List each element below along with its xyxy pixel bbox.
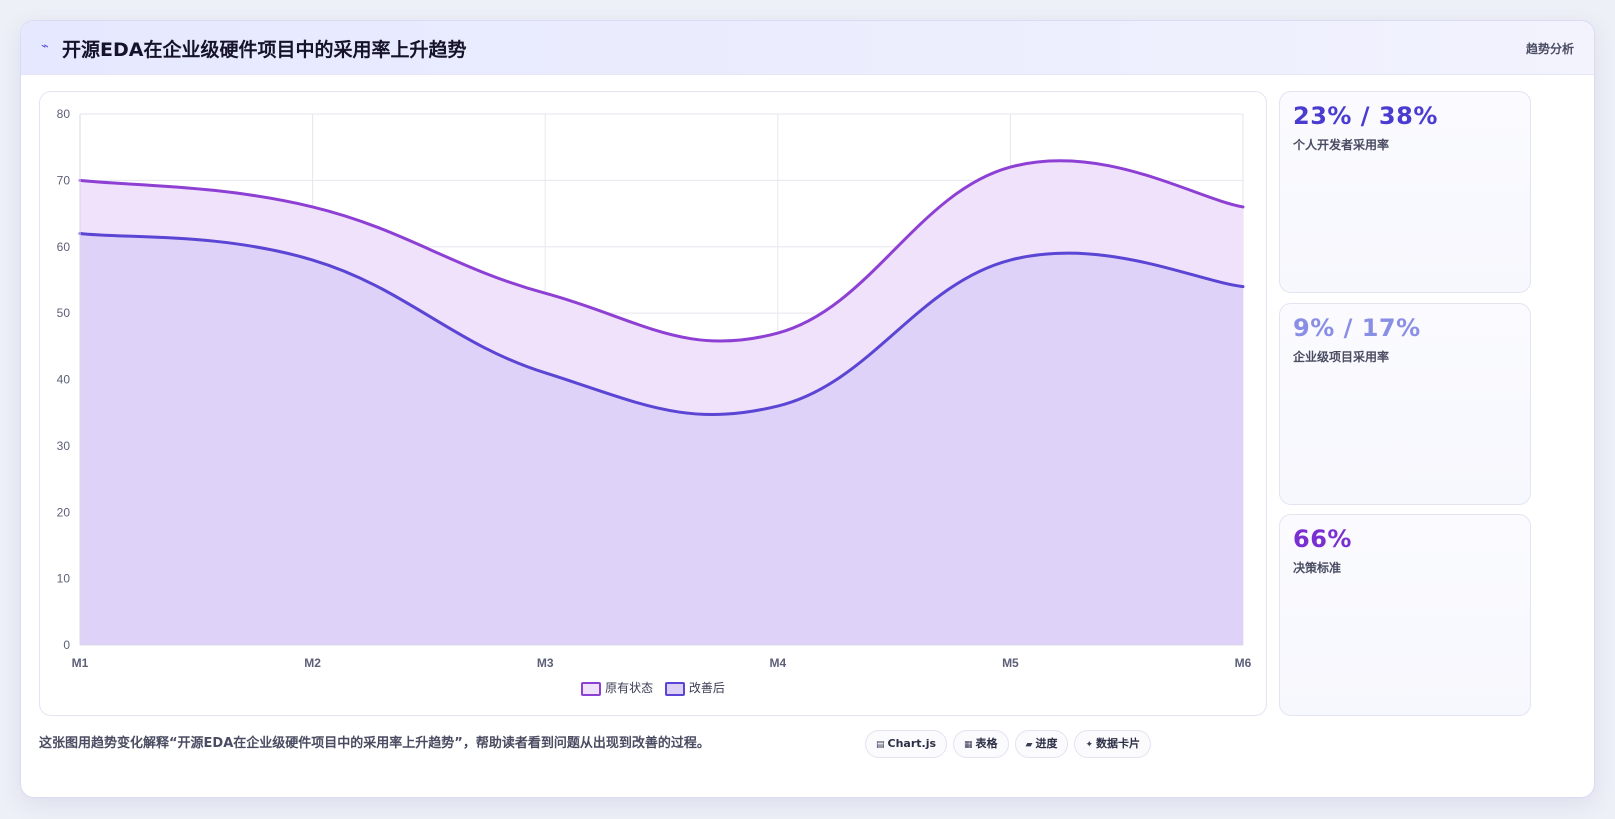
legend-swatch-improved	[664, 681, 685, 696]
x-tick-label: M6	[1235, 656, 1252, 670]
kpi-label-enterprise: 企业级项目采用率	[1293, 350, 1390, 364]
pill-label: 进度	[1035, 737, 1058, 750]
x-tick-label: M2	[304, 656, 321, 670]
tool-pills: ▤ Chart.js ▦ 表格 ▰ 进度 ✦ 数据卡片	[865, 730, 1157, 758]
legend-item-original[interactable]: 原有状态	[581, 679, 653, 696]
y-tick-label: 0	[63, 638, 70, 652]
pill-chartjs[interactable]: ▤ Chart.js	[865, 730, 948, 758]
chart-panel: 0 10 20 30 40 50 60 70 80 M1 M2 M3 M4 M5 M6 原有状态 改善后	[39, 91, 1267, 716]
kpi-value-decision: 66%	[1293, 525, 1352, 553]
pill-label: 表格	[975, 737, 998, 750]
legend-label-improved: 改善后	[688, 681, 725, 695]
chart-legend: 原有状态 改善后	[40, 679, 1266, 696]
spark-icon: ⌁	[41, 39, 49, 54]
area-chart: 0 10 20 30 40 50 60 70 80 M1 M2 M3 M4 M5 M6	[57, 107, 1252, 670]
pill-data-card[interactable]: ✦ 数据卡片	[1074, 730, 1152, 758]
pill-label: Chart.js	[887, 737, 937, 750]
x-tick-label: M1	[72, 656, 89, 670]
legend-item-improved[interactable]: 改善后	[664, 679, 725, 696]
dashboard-card: ⌁ 开源EDA在企业级硬件项目中的采用率上升趋势 趋势分析 0 10 20 30 40 5…	[20, 20, 1595, 798]
header-bar: ⌁ 开源EDA在企业级硬件项目中的采用率上升趋势 趋势分析	[21, 21, 1594, 75]
page-title: 开源EDA在企业级硬件项目中的采用率上升趋势	[62, 39, 467, 61]
y-tick-label: 60	[57, 240, 71, 254]
kpi-label-individual: 个人开发者采用率	[1293, 138, 1390, 152]
chart-description: 这张图用趋势变化解释“开源EDA在企业级硬件项目中的采用率上升趋势”，帮助读者看…	[39, 736, 710, 751]
x-tick-label: M5	[1002, 656, 1019, 670]
y-tick-label: 40	[57, 373, 71, 387]
trend-analysis-tag[interactable]: 趋势分析	[1525, 42, 1574, 56]
legend-label-original: 原有状态	[605, 681, 654, 695]
pill-table[interactable]: ▦ 表格	[953, 730, 1009, 758]
series-line-original	[78, 159, 1245, 343]
series-area-improved	[80, 233, 1243, 645]
y-tick-label: 10	[57, 572, 71, 586]
pill-label: 数据卡片	[1096, 737, 1141, 750]
chart-icon: ▤	[876, 740, 885, 750]
kpi-label-decision: 决策标准	[1293, 561, 1342, 575]
kpi-card-decision: 66% 决策标准	[1279, 514, 1531, 716]
progress-icon: ▰	[1025, 740, 1033, 750]
table-icon: ▦	[964, 740, 973, 750]
series-line-improved	[78, 231, 1245, 416]
y-tick-label: 30	[57, 439, 71, 453]
kpi-value-individual: 23% / 38%	[1293, 102, 1438, 130]
sparkle-icon: ✦	[1085, 740, 1094, 750]
kpi-card-individual: 23% / 38% 个人开发者采用率	[1279, 91, 1531, 293]
x-tick-label: M3	[537, 656, 554, 670]
legend-swatch-original	[581, 681, 602, 696]
y-tick-label: 80	[57, 107, 71, 121]
kpi-value-enterprise: 9% / 17%	[1293, 314, 1421, 342]
y-tick-label: 50	[57, 306, 71, 320]
y-tick-label: 70	[57, 173, 71, 187]
x-tick-label: M4	[769, 656, 786, 670]
kpi-card-enterprise: 9% / 17% 企业级项目采用率	[1279, 303, 1531, 505]
y-tick-label: 20	[57, 505, 71, 519]
pill-progress[interactable]: ▰ 进度	[1014, 730, 1069, 758]
